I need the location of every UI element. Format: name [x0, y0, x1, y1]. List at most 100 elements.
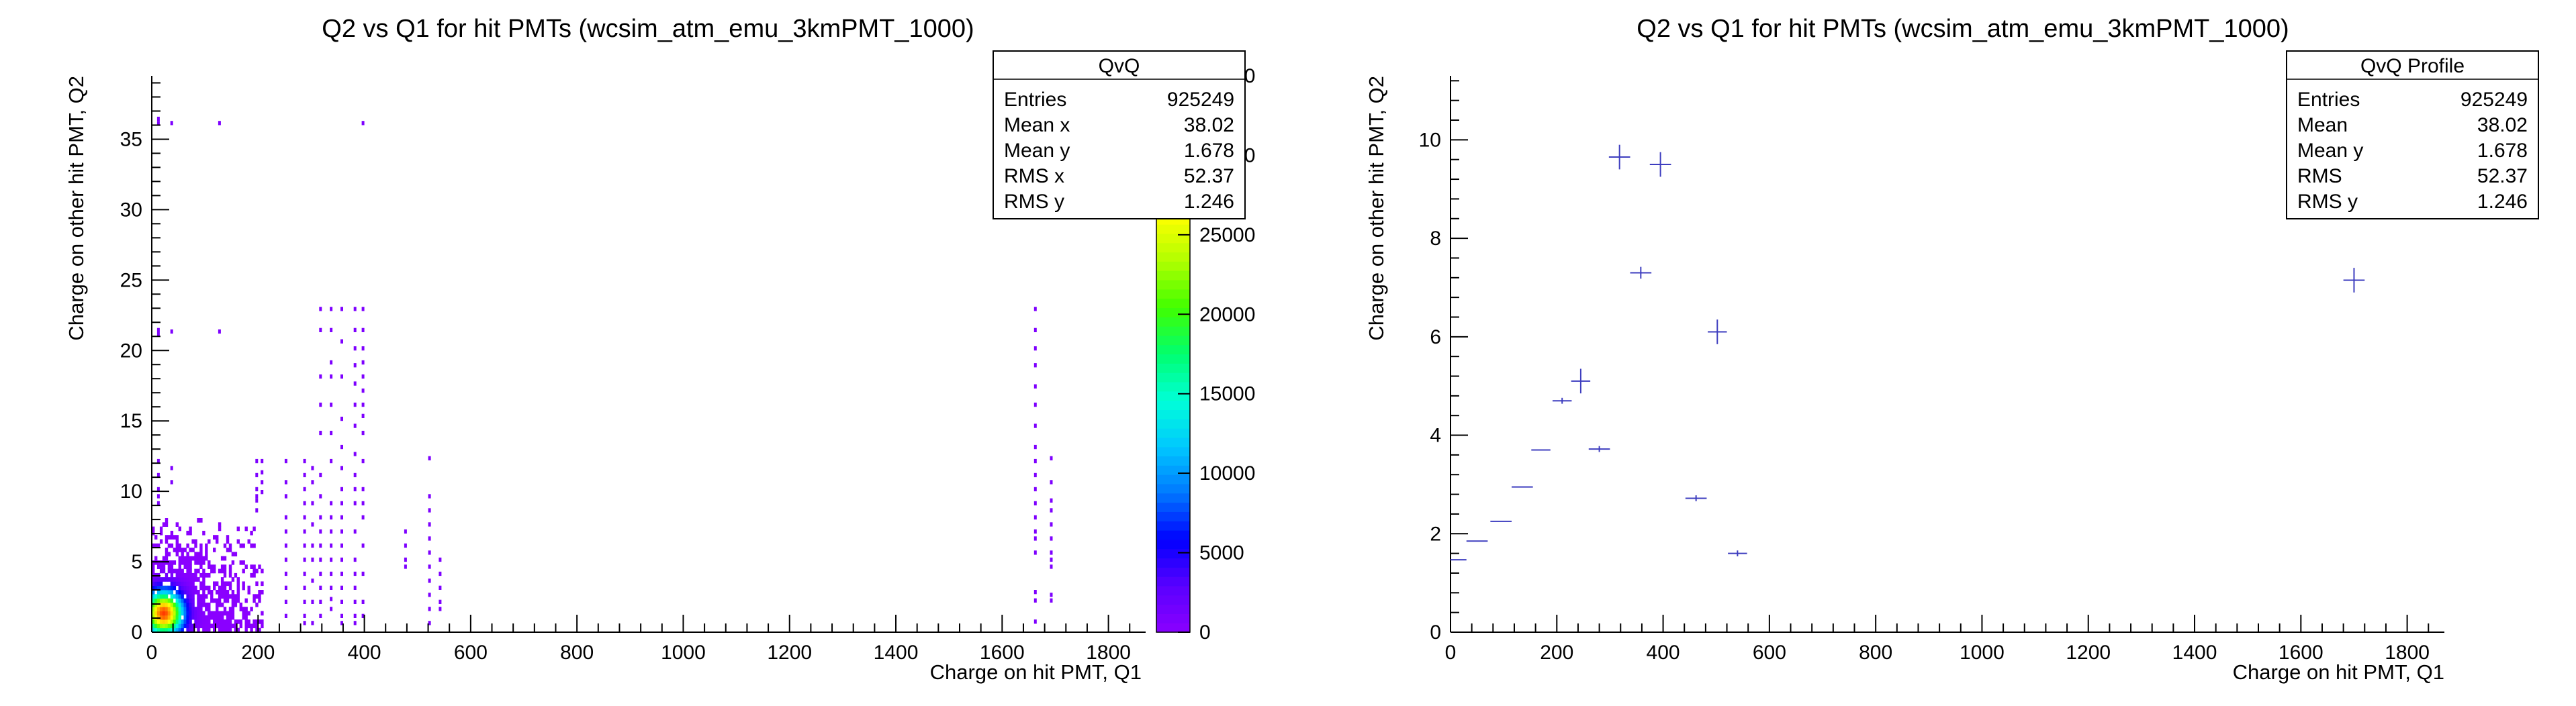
histogram-cell: [216, 539, 219, 544]
histogram-cell: [220, 568, 224, 574]
histogram-cell: [162, 602, 166, 607]
histogram-cell: [154, 627, 158, 633]
histogram-cell: [210, 568, 214, 574]
histogram-cell: [165, 585, 169, 591]
colorbar-segment: [1156, 474, 1190, 485]
histogram-cell: [186, 543, 189, 548]
histogram-cell: [255, 508, 259, 513]
histogram-cell: [353, 327, 357, 332]
histogram-cell: [353, 402, 357, 407]
histogram-cell: [159, 564, 163, 569]
histogram-cell: [239, 623, 242, 629]
profile-x-tick-label: 1800: [2385, 642, 2430, 664]
histogram-cell: [189, 590, 192, 595]
histogram-cell: [208, 627, 211, 633]
colorbar-segment: [1156, 289, 1190, 299]
histogram-cell: [216, 598, 219, 603]
histogram-cell: [197, 552, 200, 557]
histogram-cell: [1033, 515, 1037, 520]
histogram-cell: [340, 557, 343, 562]
histogram-cell: [330, 458, 333, 464]
histogram-cell: [194, 590, 197, 595]
histogram-cell: [261, 611, 264, 616]
histogram-cell: [303, 487, 306, 492]
histogram-cell: [353, 557, 357, 562]
histogram-cell: [213, 568, 216, 574]
histogram-cell: [234, 619, 238, 624]
histogram-cell: [239, 543, 242, 548]
histogram-cell: [340, 416, 343, 421]
histogram-axes: [151, 76, 1146, 633]
histogram-cell: [162, 568, 166, 574]
histogram-cell: [194, 539, 197, 544]
colorbar-segment: [1156, 576, 1190, 587]
histogram-cell: [186, 594, 189, 599]
histogram-cell: [223, 607, 227, 611]
colorbar-segment: [1156, 623, 1190, 633]
colorbar-segment: [1156, 400, 1190, 410]
histogram-cell: [303, 571, 306, 576]
histogram-cell: [228, 585, 232, 591]
histogram-cell: [178, 564, 181, 569]
histogram-cell: [191, 556, 195, 561]
histogram-cell: [170, 572, 174, 578]
histogram-cell: [175, 607, 179, 611]
histogram-cell: [159, 598, 163, 603]
histogram-cell: [353, 613, 357, 618]
histogram-cell: [183, 564, 187, 569]
histogram-cell: [340, 515, 343, 520]
histogram-cell: [199, 556, 203, 561]
histogram-cell: [152, 564, 155, 569]
profile-x-tick-label: 200: [1540, 642, 1573, 664]
histogram-cell: [170, 466, 173, 470]
histogram-cell: [162, 577, 166, 582]
histogram-cell: [250, 607, 253, 611]
profile-stats-value: 1.246: [2477, 191, 2528, 213]
colorbar-segment: [1156, 585, 1190, 596]
histogram-cell: [156, 121, 160, 125]
histogram-cell: [216, 615, 219, 620]
histogram-cell: [194, 611, 197, 616]
histogram-y-tick-label: 5: [131, 551, 142, 573]
histogram-cell: [197, 568, 200, 574]
histogram-cell: [404, 543, 407, 548]
histogram-cell: [234, 623, 238, 629]
histogram-cell: [156, 327, 160, 332]
histogram-cell: [181, 556, 184, 561]
histogram-cell: [311, 522, 314, 527]
histogram-cell: [361, 360, 365, 365]
histogram-cell: [165, 572, 169, 578]
histogram-cell: [216, 619, 219, 624]
histogram-cell: [244, 615, 248, 620]
histogram-cell: [159, 585, 163, 591]
histogram-cell: [311, 621, 314, 625]
histogram-cell: [218, 627, 222, 633]
histogram-cell: [199, 602, 203, 607]
histogram-cell: [223, 568, 227, 574]
histogram-cell: [162, 594, 166, 599]
histogram-cell: [167, 619, 171, 624]
histogram-cell: [167, 564, 171, 569]
histogram-cell: [330, 402, 333, 407]
profile-stats-name: QvQ Profile: [2360, 55, 2465, 77]
histogram-cell: [223, 543, 227, 548]
colorbar-segment: [1156, 381, 1190, 392]
histogram-cell: [242, 543, 245, 548]
profile-x-tick-label: 400: [1647, 642, 1680, 664]
histogram-x-tick-label: 1600: [980, 642, 1025, 664]
histogram-cell: [197, 627, 200, 633]
histogram-cell: [178, 577, 181, 582]
histogram-cell: [170, 329, 173, 334]
histogram-cell: [210, 598, 214, 603]
histogram-cell: [189, 577, 192, 582]
histogram-cell: [165, 535, 169, 540]
qvq-profile-panel: 0 200 400 600 800 1000 1200 1400 1600 1800 0 2 4 6 8 10…: [1365, 15, 2539, 684]
histogram-cell: [218, 619, 222, 624]
colorbar-segment: [1156, 307, 1190, 317]
histogram-cell: [173, 627, 177, 633]
histogram-cell: [234, 572, 238, 578]
histogram-cell: [181, 577, 184, 582]
colorbar-segment: [1156, 279, 1190, 290]
histogram-cell: [218, 611, 222, 616]
histogram-cell: [183, 602, 187, 607]
